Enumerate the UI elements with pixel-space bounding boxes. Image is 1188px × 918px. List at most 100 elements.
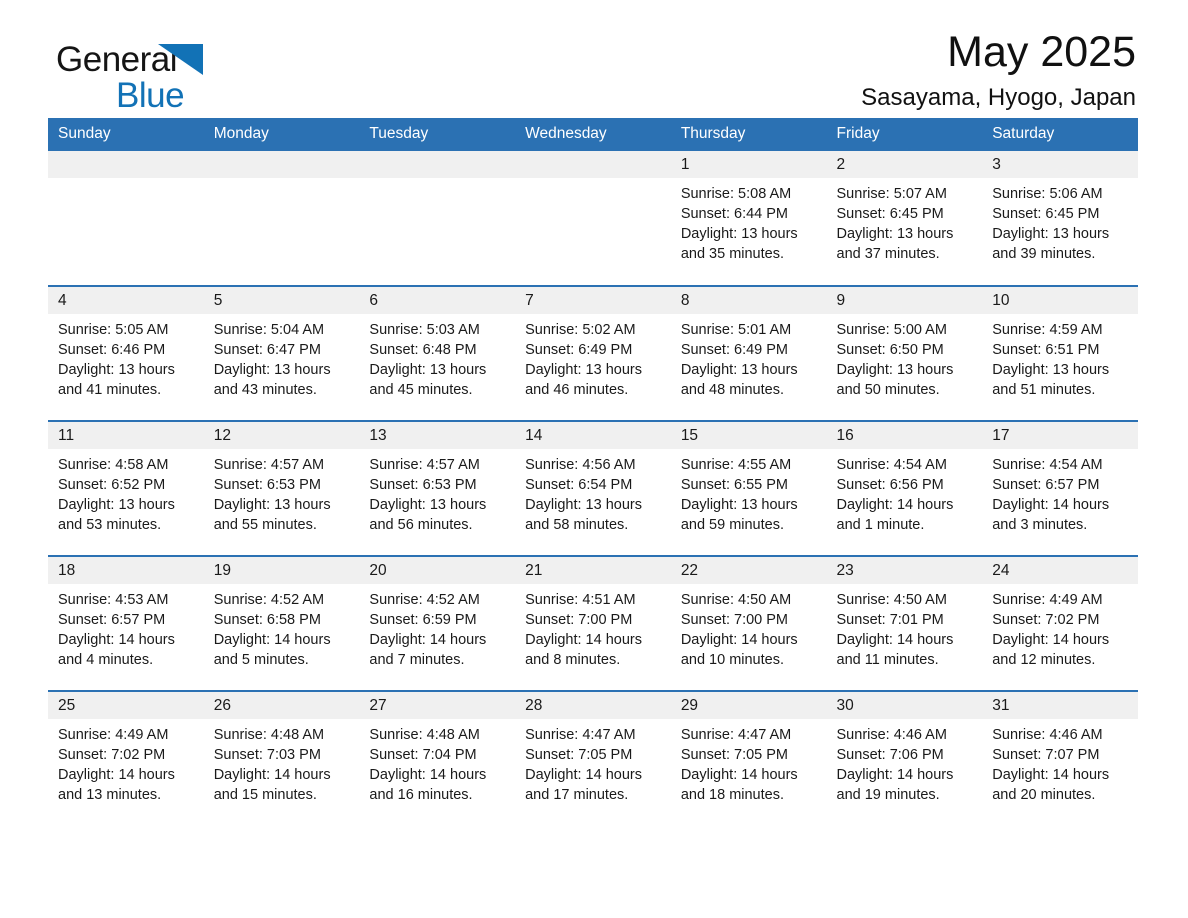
logo-general-word: General (56, 40, 178, 79)
sunset-text: Sunset: 6:54 PM (525, 477, 633, 493)
page-subtitle: Sasayama, Hyogo, Japan (861, 84, 1136, 112)
calendar-day-cell[interactable]: 12 Sunrise: 4:57 AM Sunset: 6:53 PM Dayligh… (203, 420, 360, 556)
sunrise-text: Sunrise: 5:06 AM (992, 186, 1103, 202)
day-number: 7 (515, 287, 671, 314)
sunrise-text: Sunrise: 4:58 AM (58, 457, 169, 473)
calendar-day-cell[interactable]: 3 Sunrise: 5:06 AM Sunset: 6:45 PM Daylight… (982, 151, 1138, 286)
weekday-header-sunday: Sunday (48, 118, 204, 151)
daylight-text: Daylight: 14 hours and 16 minutes. (369, 767, 487, 803)
calendar-day-cell[interactable]: 31 Sunrise: 4:46 AM Sunset: 7:07 PM Dayligh… (982, 690, 1138, 826)
calendar-day-cell[interactable]: 28 Sunrise: 4:47 AM Sunset: 7:05 PM Dayligh… (515, 690, 671, 826)
sunset-text: Sunset: 6:46 PM (58, 342, 166, 358)
day-details: Sunrise: 4:54 AM Sunset: 6:56 PM Daylight:… (827, 449, 983, 535)
sunset-text: Sunset: 6:52 PM (58, 477, 166, 493)
day-details: Sunrise: 4:49 AM Sunset: 7:02 PM Daylight:… (982, 584, 1138, 670)
sunset-text: Sunset: 6:59 PM (369, 612, 477, 628)
day-details: Sunrise: 4:48 AM Sunset: 7:03 PM Daylight:… (204, 719, 360, 805)
calendar-day-cell[interactable]: 1 Sunrise: 5:08 AM Sunset: 6:44 PM Daylight… (670, 151, 827, 286)
sunrise-text: Sunrise: 4:50 AM (836, 592, 947, 608)
calendar-day-cell[interactable]: 10 Sunrise: 4:59 AM Sunset: 6:51 PM Dayligh… (982, 285, 1138, 421)
calendar-day-cell[interactable]: 27 Sunrise: 4:48 AM Sunset: 7:04 PM Dayligh… (359, 690, 516, 826)
calendar-day-cell[interactable]: 20 Sunrise: 4:52 AM Sunset: 6:59 PM Dayligh… (359, 555, 516, 691)
sunset-text: Sunset: 7:05 PM (680, 747, 789, 763)
day-number: 10 (982, 287, 1138, 314)
calendar-day-cell[interactable]: 2 Sunrise: 5:07 AM Sunset: 6:45 PM Daylight… (826, 151, 983, 286)
sunset-text: Sunset: 6:45 PM (836, 206, 944, 222)
calendar-body: 1 Sunrise: 5:08 AM Sunset: 6:44 PM Daylight… (48, 151, 1138, 826)
calendar-day-cell[interactable]: 5 Sunrise: 5:04 AM Sunset: 6:47 PM Daylight… (203, 285, 360, 421)
calendar-day-cell[interactable]: 26 Sunrise: 4:48 AM Sunset: 7:03 PM Dayligh… (203, 690, 360, 826)
day-number: 16 (826, 422, 983, 449)
weekday-header-friday: Friday (826, 118, 983, 151)
sunrise-text: Sunrise: 4:49 AM (992, 592, 1103, 608)
calendar-day-cell[interactable]: 23 Sunrise: 4:50 AM Sunset: 7:01 PM Dayligh… (826, 555, 983, 691)
day-number: 30 (826, 692, 983, 719)
calendar-day-cell[interactable]: 6 Sunrise: 5:03 AM Sunset: 6:48 PM Daylight… (359, 285, 516, 421)
day-number: 12 (203, 422, 360, 449)
calendar-day-cell[interactable]: 22 Sunrise: 4:50 AM Sunset: 7:00 PM Dayligh… (670, 555, 827, 691)
sunset-text: Sunset: 6:53 PM (213, 477, 321, 493)
day-details: Sunrise: 5:08 AM Sunset: 6:44 PM Daylight:… (671, 178, 827, 264)
day-number (515, 151, 671, 178)
sunrise-text: Sunrise: 5:07 AM (836, 186, 947, 202)
calendar-day-cell[interactable]: 18 Sunrise: 4:53 AM Sunset: 6:57 PM Dayligh… (48, 555, 204, 691)
calendar-day-cell[interactable]: 29 Sunrise: 4:47 AM Sunset: 7:05 PM Dayligh… (670, 690, 827, 826)
day-details: Sunrise: 4:49 AM Sunset: 7:02 PM Daylight:… (48, 719, 204, 805)
sunset-text: Sunset: 6:45 PM (992, 206, 1100, 222)
day-details: Sunrise: 5:02 AM Sunset: 6:49 PM Daylight:… (515, 314, 671, 400)
calendar-day-cell[interactable]: 9 Sunrise: 5:00 AM Sunset: 6:50 PM Daylight… (826, 285, 983, 421)
calendar-day-cell[interactable]: 21 Sunrise: 4:51 AM Sunset: 7:00 PM Dayligh… (515, 555, 671, 691)
calendar-day-cell[interactable]: 7 Sunrise: 5:02 AM Sunset: 6:49 PM Daylight… (515, 285, 671, 421)
day-number: 5 (203, 287, 360, 314)
daylight-text: Daylight: 14 hours and 8 minutes. (525, 632, 642, 668)
calendar-day-cell[interactable]: 4 Sunrise: 5:05 AM Sunset: 6:46 PM Daylight… (48, 285, 204, 421)
calendar-day-cell[interactable]: 24 Sunrise: 4:49 AM Sunset: 7:02 PM Dayligh… (982, 555, 1138, 691)
sunrise-text: Sunrise: 5:04 AM (213, 322, 325, 338)
sunrise-text: Sunrise: 4:47 AM (680, 727, 792, 743)
calendar-day-cell[interactable]: 19 Sunrise: 4:52 AM Sunset: 6:58 PM Dayligh… (203, 555, 360, 691)
sunset-text: Sunset: 7:00 PM (680, 612, 789, 628)
daylight-text: Daylight: 14 hours and 1 minute. (836, 497, 954, 533)
day-details: Sunrise: 5:05 AM Sunset: 6:46 PM Daylight:… (48, 314, 204, 400)
daylight-text: Daylight: 13 hours and 58 minutes. (525, 497, 642, 533)
calendar-day-cell[interactable]: 25 Sunrise: 4:49 AM Sunset: 7:02 PM Dayligh… (48, 690, 204, 826)
day-number: 2 (826, 151, 983, 178)
day-number: 22 (670, 557, 827, 584)
calendar-day-cell[interactable]: 14 Sunrise: 4:56 AM Sunset: 6:54 PM Dayligh… (515, 420, 671, 556)
sunset-text: Sunset: 6:47 PM (213, 342, 321, 358)
sunrise-text: Sunrise: 4:53 AM (58, 592, 169, 608)
sunset-text: Sunset: 6:49 PM (525, 342, 633, 358)
calendar-day-cell[interactable]: 16 Sunrise: 4:54 AM Sunset: 6:56 PM Dayligh… (826, 420, 983, 556)
day-details: Sunrise: 4:50 AM Sunset: 7:01 PM Daylight:… (827, 584, 983, 670)
calendar-week-row: 1 Sunrise: 5:08 AM Sunset: 6:44 PM Daylight… (48, 151, 1138, 286)
calendar-day-cell[interactable]: 30 Sunrise: 4:46 AM Sunset: 7:06 PM Dayligh… (826, 690, 983, 826)
calendar-day-cell[interactable]: 13 Sunrise: 4:57 AM Sunset: 6:53 PM Dayligh… (359, 420, 516, 556)
day-number: 15 (670, 422, 827, 449)
calendar-day-cell[interactable]: 11 Sunrise: 4:58 AM Sunset: 6:52 PM Dayligh… (48, 420, 204, 556)
day-details: Sunrise: 4:55 AM Sunset: 6:55 PM Daylight:… (671, 449, 827, 535)
day-number (203, 151, 360, 178)
day-details: Sunrise: 4:53 AM Sunset: 6:57 PM Daylight:… (48, 584, 204, 670)
daylight-text: Daylight: 14 hours and 7 minutes. (369, 632, 487, 668)
daylight-text: Daylight: 13 hours and 46 minutes. (525, 362, 642, 398)
sunset-text: Sunset: 7:02 PM (58, 747, 166, 763)
sunset-text: Sunset: 6:53 PM (369, 477, 477, 493)
day-details: Sunrise: 4:54 AM Sunset: 6:57 PM Daylight:… (982, 449, 1138, 535)
day-details: Sunrise: 4:48 AM Sunset: 7:04 PM Daylight:… (359, 719, 515, 805)
sunset-text: Sunset: 7:03 PM (213, 747, 321, 763)
daylight-text: Daylight: 14 hours and 20 minutes. (992, 767, 1110, 803)
day-details: Sunrise: 4:59 AM Sunset: 6:51 PM Daylight:… (982, 314, 1138, 400)
day-details: Sunrise: 5:01 AM Sunset: 6:49 PM Daylight:… (671, 314, 827, 400)
calendar-cell-empty (48, 151, 204, 286)
day-details: Sunrise: 4:57 AM Sunset: 6:53 PM Daylight:… (204, 449, 360, 535)
daylight-text: Daylight: 13 hours and 41 minutes. (58, 362, 175, 398)
daylight-text: Daylight: 14 hours and 11 minutes. (836, 632, 954, 668)
calendar-day-cell[interactable]: 17 Sunrise: 4:54 AM Sunset: 6:57 PM Dayligh… (982, 420, 1138, 556)
daylight-text: Daylight: 13 hours and 55 minutes. (213, 497, 331, 533)
daylight-text: Daylight: 14 hours and 13 minutes. (58, 767, 175, 803)
sunset-text: Sunset: 7:02 PM (992, 612, 1100, 628)
calendar-day-cell[interactable]: 15 Sunrise: 4:55 AM Sunset: 6:55 PM Dayligh… (670, 420, 827, 556)
sunset-text: Sunset: 6:50 PM (836, 342, 944, 358)
calendar-day-cell[interactable]: 8 Sunrise: 5:01 AM Sunset: 6:49 PM Daylight… (670, 285, 827, 421)
sunrise-text: Sunrise: 5:00 AM (836, 322, 947, 338)
